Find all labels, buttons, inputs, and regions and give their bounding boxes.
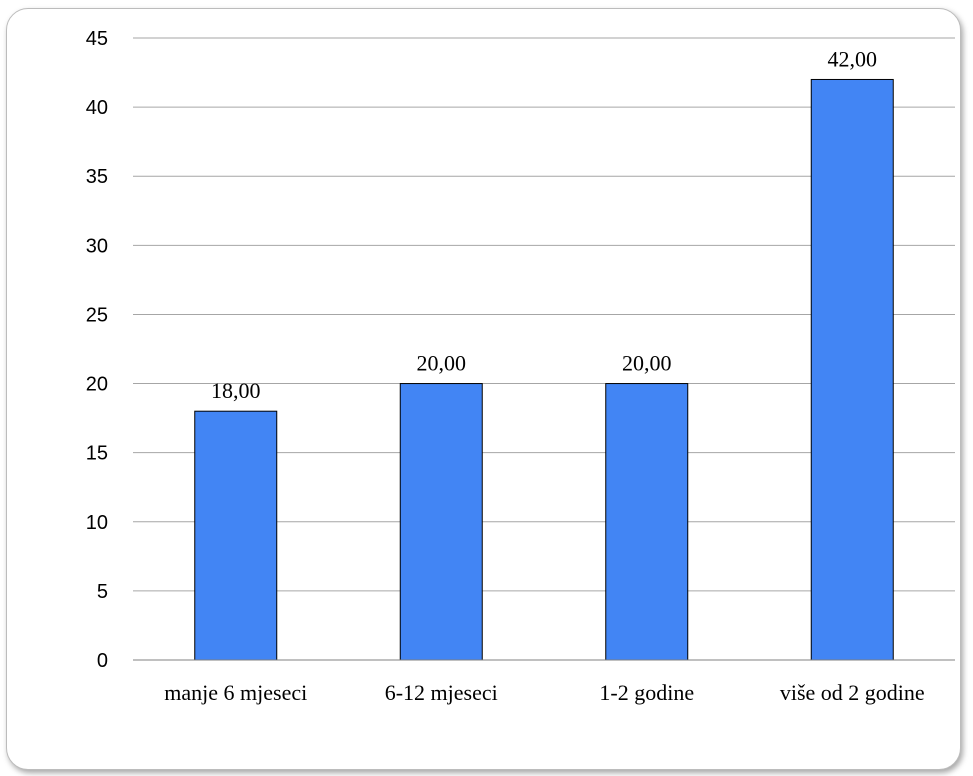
y-tick-label: 40 (86, 97, 108, 119)
x-tick-label: više od 2 godine (780, 680, 925, 705)
y-tick-label: 5 (97, 581, 108, 603)
y-tick-label: 35 (86, 166, 108, 188)
y-axis-ticks: 0 5 10 15 20 25 30 35 40 45 (86, 28, 108, 672)
data-labels: 18,00 20,00 20,00 42,00 (211, 46, 877, 403)
bar (194, 410, 278, 661)
y-tick-label: 45 (86, 28, 108, 50)
bar (810, 78, 894, 661)
data-label: 18,00 (211, 378, 261, 403)
x-tick-label: manje 6 mjeseci (164, 680, 307, 705)
y-tick-label: 25 (86, 304, 108, 326)
y-tick-label: 10 (86, 512, 108, 534)
bars (194, 78, 894, 661)
data-label: 20,00 (622, 351, 672, 376)
chart-frame (6, 8, 961, 770)
y-tick-label: 15 (86, 443, 108, 465)
y-tick-label: 0 (97, 650, 108, 672)
bar (399, 383, 483, 661)
x-tick-label: 6-12 mjeseci (385, 680, 498, 705)
x-tick-label: 1-2 godine (599, 680, 694, 705)
data-label: 42,00 (828, 46, 878, 71)
y-tick-label: 30 (86, 235, 108, 257)
data-label: 20,00 (417, 351, 467, 376)
bar (605, 383, 689, 661)
y-tick-label: 20 (86, 374, 108, 396)
x-axis-ticks: manje 6 mjeseci 6-12 mjeseci 1-2 godine viš… (164, 680, 924, 705)
